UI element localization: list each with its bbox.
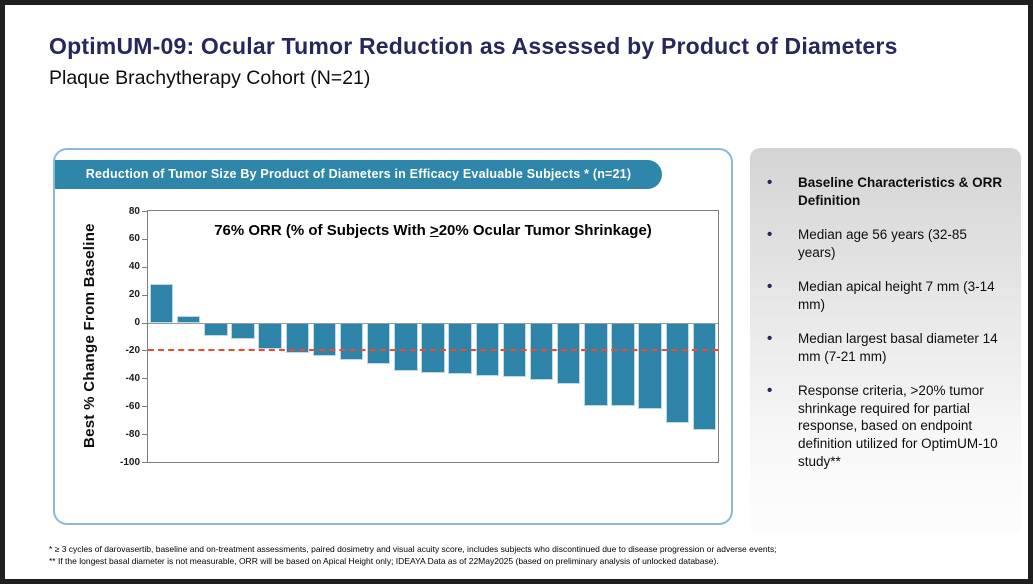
y-tick-mark — [142, 294, 148, 296]
geq-symbol: > — [429, 222, 439, 239]
y-tick-mark — [142, 238, 148, 240]
sidebar-panel: Baseline Characteristics & ORR Definitio… — [750, 148, 1021, 535]
y-tick-label: 20 — [128, 289, 140, 301]
waterfall-bar — [421, 322, 445, 373]
y-tick-mark — [142, 211, 148, 212]
orr-annotation-suffix: 20% Ocular Tumor Shrinkage) — [438, 222, 652, 239]
page-title: OptimUM-09: Ocular Tumor Reduction as As… — [49, 33, 898, 59]
y-tick-label: -40 — [125, 372, 140, 384]
y-tick-label: -60 — [125, 400, 140, 412]
orr-annotation-prefix: 76% ORR (% of Subjects With — [214, 222, 430, 239]
waterfall-bar — [611, 322, 635, 407]
waterfall-bar — [394, 322, 418, 372]
y-axis-title: Best % Change From Baseline — [81, 223, 98, 448]
y-tick-label: 60 — [128, 233, 140, 245]
sidebar-item-baseline-characteristics: Baseline Characteristics & ORR Definitio… — [750, 173, 1007, 209]
y-tick-mark — [142, 434, 148, 436]
minus20-reference-line — [148, 349, 718, 352]
sidebar-item-median-apical-height: Median apical height 7 mm (3-14 mm) — [750, 277, 1007, 313]
footnotes: * ≥ 3 cycles of darovasertib, baseline a… — [49, 543, 1008, 567]
y-tick-label: -80 — [125, 428, 140, 440]
waterfall-bar — [584, 322, 608, 407]
waterfall-bar — [557, 322, 581, 384]
y-tick-label: -20 — [125, 344, 140, 356]
waterfall-bar — [692, 322, 717, 430]
chart-banner: Reduction of Tumor Size By Product of Di… — [55, 160, 662, 189]
waterfall-bar — [177, 315, 201, 323]
footnote-1: * ≥ 3 cycles of darovasertib, baseline a… — [49, 544, 777, 554]
page-subtitle: Plaque Brachytherapy Cohort (N=21) — [49, 67, 371, 89]
waterfall-bar — [367, 322, 391, 365]
y-tick-mark — [142, 462, 148, 463]
waterfall-bar — [665, 322, 689, 423]
sidebar-item-median-age: Median age 56 years (32-85 years) — [750, 225, 1007, 261]
y-tick-label: 40 — [128, 261, 140, 273]
sidebar-item-response-criteria: Response criteria, >20% tumor shrinkage … — [750, 381, 1007, 470]
y-tick-label: -100 — [119, 456, 140, 468]
orr-annotation: 76% ORR (% of Subjects With >20% Ocular … — [148, 222, 718, 239]
waterfall-bar — [638, 322, 662, 409]
y-tick-mark — [142, 378, 148, 380]
waterfall-plot: 76% ORR (% of Subjects With >20% Ocular … — [120, 206, 719, 468]
y-tick-mark — [142, 350, 148, 352]
sidebar-item-median-basal-diameter: Median largest basal diameter 14 mm (7-2… — [750, 329, 1007, 365]
sidebar-bullet-list: Baseline Characteristics & ORR Definitio… — [750, 148, 1021, 470]
zero-axis-line — [148, 322, 718, 324]
y-tick-mark — [142, 266, 148, 268]
waterfall-bar — [204, 322, 228, 337]
waterfall-bar — [258, 322, 282, 350]
y-tick-label: 80 — [128, 205, 140, 217]
waterfall-bar — [149, 283, 174, 323]
y-tick-label: 0 — [134, 317, 140, 329]
waterfall-bar — [448, 322, 472, 375]
y-tick-mark — [142, 322, 148, 324]
chart-panel: Reduction of Tumor Size By Product of Di… — [53, 148, 733, 525]
waterfall-bar — [339, 322, 364, 361]
y-tick-mark — [142, 406, 148, 408]
waterfall-bar — [231, 322, 255, 340]
footnote-2: ** If the longest basal diameter is not … — [49, 556, 719, 566]
